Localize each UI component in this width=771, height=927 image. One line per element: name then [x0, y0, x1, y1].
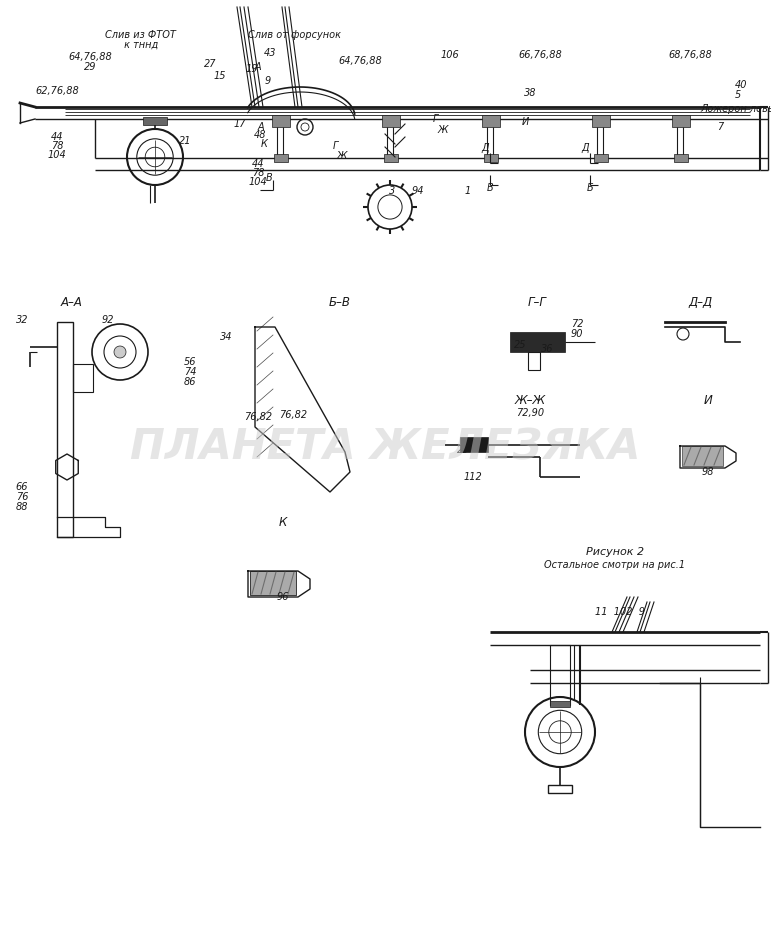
Text: 104: 104	[48, 150, 66, 160]
Bar	[482, 115, 500, 127]
Text: 76,82: 76,82	[244, 412, 272, 422]
Text: 44: 44	[51, 132, 63, 142]
Text: А–А: А–А	[61, 296, 83, 309]
Text: Ж: Ж	[438, 125, 448, 135]
Text: 5: 5	[735, 90, 741, 100]
Text: 25: 25	[513, 340, 527, 350]
Circle shape	[114, 346, 126, 358]
Text: 38: 38	[524, 88, 537, 98]
Text: Б–В: Б–В	[329, 296, 351, 309]
Bar	[674, 154, 688, 162]
Bar	[460, 437, 488, 452]
Bar	[274, 154, 288, 162]
Text: 90: 90	[571, 329, 583, 339]
Text: 21: 21	[179, 136, 191, 146]
Text: 15: 15	[214, 71, 226, 81]
Text: 74: 74	[183, 367, 197, 377]
Text: 96: 96	[277, 592, 289, 602]
Bar	[250, 571, 296, 595]
Text: И: И	[704, 393, 712, 407]
Text: Д: Д	[581, 143, 589, 153]
Bar	[550, 701, 570, 707]
Text: 32: 32	[15, 315, 29, 325]
Bar	[592, 115, 610, 127]
Text: Г: Г	[332, 141, 338, 151]
Bar	[550, 645, 570, 705]
Text: к тннд: к тннд	[121, 40, 159, 50]
Text: A: A	[254, 62, 261, 72]
Text: 17: 17	[234, 119, 246, 129]
Bar	[510, 332, 565, 352]
Text: 64,76,88: 64,76,88	[338, 56, 382, 66]
Text: 106: 106	[440, 50, 460, 60]
Text: 86: 86	[183, 377, 197, 387]
Text: 9: 9	[265, 76, 271, 86]
Text: 72: 72	[571, 319, 583, 329]
Bar	[272, 115, 290, 127]
Text: 64,76,88: 64,76,88	[68, 52, 112, 62]
Bar	[73, 364, 93, 392]
Text: 3: 3	[389, 186, 395, 196]
Text: Слив от форсунок: Слив от форсунок	[248, 30, 342, 40]
Text: Б: Б	[587, 183, 594, 193]
Text: 76: 76	[15, 492, 29, 502]
Text: 76,82: 76,82	[279, 410, 307, 420]
Text: 25: 25	[456, 445, 470, 455]
Bar	[57, 322, 73, 537]
Bar	[384, 154, 398, 162]
Text: 78: 78	[252, 168, 264, 178]
Text: 56: 56	[183, 357, 197, 367]
Text: 11  102  9: 11 102 9	[595, 607, 645, 617]
Bar	[548, 785, 572, 793]
Text: 62,76,88: 62,76,88	[35, 86, 79, 96]
Text: 48: 48	[254, 130, 266, 140]
Text: 88: 88	[15, 502, 29, 512]
Text: Остальное смотри на рис.1: Остальное смотри на рис.1	[544, 560, 685, 570]
Text: 68,76,88: 68,76,88	[668, 50, 712, 60]
Bar	[382, 115, 400, 127]
Text: ПЛАНЕТА ЖЕЛЕЗЯКА: ПЛАНЕТА ЖЕЛЕЗЯКА	[130, 426, 640, 468]
Text: Ж: Ж	[337, 151, 347, 161]
Text: Д–Д: Д–Д	[688, 296, 712, 309]
Text: Д: Д	[481, 143, 489, 153]
Text: 36: 36	[540, 344, 554, 354]
Text: 72,90: 72,90	[516, 408, 544, 418]
Text: В: В	[487, 183, 493, 193]
Text: Слив из ФТОТ: Слив из ФТОТ	[105, 30, 176, 40]
Bar	[528, 352, 540, 370]
Text: В: В	[266, 173, 272, 183]
Text: Г: Г	[433, 114, 438, 124]
Bar	[143, 117, 167, 125]
Text: 112: 112	[463, 472, 483, 482]
Text: Ж–Ж: Ж–Ж	[514, 393, 546, 407]
Bar	[484, 154, 498, 162]
Text: 43: 43	[264, 48, 276, 58]
Text: 1: 1	[465, 186, 471, 196]
Text: И: И	[521, 117, 529, 127]
Text: Г–Г: Г–Г	[527, 296, 547, 309]
Text: 66,76,88: 66,76,88	[518, 50, 562, 60]
Bar	[250, 571, 296, 595]
Text: 94: 94	[412, 186, 424, 196]
Text: Ложерон левый: Ложерон левый	[700, 104, 771, 114]
Text: 78: 78	[51, 141, 63, 151]
Text: Рисунок 2: Рисунок 2	[586, 547, 644, 557]
Text: К: К	[261, 139, 268, 149]
Text: 92: 92	[102, 315, 114, 325]
Text: К: К	[279, 515, 287, 528]
Text: 27: 27	[204, 59, 216, 69]
Text: 98: 98	[702, 467, 714, 477]
Bar	[594, 154, 608, 162]
Text: 44: 44	[252, 159, 264, 169]
Bar	[682, 446, 723, 466]
Text: 34: 34	[220, 332, 233, 342]
Text: 29: 29	[84, 62, 96, 72]
Bar	[672, 115, 690, 127]
Text: A: A	[258, 122, 264, 132]
Text: 104: 104	[248, 177, 268, 187]
Text: 7: 7	[717, 122, 723, 132]
Text: 40: 40	[735, 80, 748, 90]
Text: 19: 19	[246, 64, 258, 74]
Text: 66: 66	[15, 482, 29, 492]
